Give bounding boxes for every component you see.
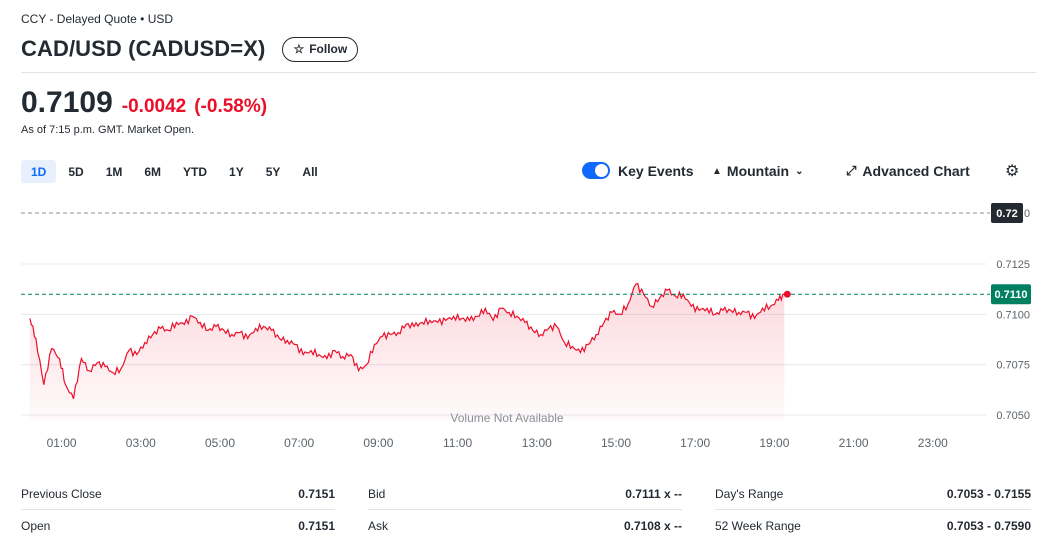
gear-icon[interactable]: ⚙: [1005, 163, 1020, 180]
stat-value: 0.7151: [298, 519, 335, 533]
page-title: CAD/USD (CADUSD=X): [21, 36, 266, 61]
price-change: -0.0042: [121, 96, 187, 117]
x-tick-label: 11:00: [443, 436, 472, 450]
range-tabs: 1D 5D 1M 6M YTD 1Y 5Y All: [21, 160, 330, 183]
chart-type-label: Mountain: [726, 163, 790, 179]
stat-divider: [21, 509, 335, 510]
x-tick-label: 03:00: [126, 436, 156, 450]
price-line: [29, 282, 785, 400]
advanced-chart-button[interactable]: ⤢ Advanced Chart: [846, 163, 970, 179]
x-tick-label: 09:00: [363, 436, 393, 450]
range-tab-1d[interactable]: 1D: [21, 160, 57, 183]
chevron-down-icon: ⌄: [795, 165, 804, 177]
toggle-switch: [582, 162, 610, 179]
stat-divider: [368, 509, 682, 510]
price-change-percent: (-0.58%): [194, 96, 268, 117]
stat-label: Bid: [368, 487, 386, 501]
y-tick-label: 0.7100: [996, 309, 1030, 321]
advanced-chart-label: Advanced Chart: [862, 163, 970, 179]
x-tick-label: 13:00: [522, 436, 552, 450]
range-tab-all[interactable]: All: [302, 164, 318, 179]
stat-value: 0.7151: [298, 487, 335, 501]
as-of-text: As of 7:15 p.m. GMT. Market Open.: [21, 124, 195, 136]
current-price-label: 0.7110: [994, 289, 1027, 301]
exchange-line: CCY - Delayed Quote • USD: [21, 12, 174, 26]
header-divider: [21, 72, 1036, 73]
current-price-badge: [991, 284, 1031, 305]
range-tab-5d[interactable]: 5D: [68, 164, 84, 179]
x-tick-label: 05:00: [205, 436, 235, 450]
x-tick-label: 01:00: [47, 436, 77, 450]
expand-arrow-icon: ⤢: [846, 163, 857, 178]
title-row: CAD/USD (CADUSD=X) ☆ Follow: [21, 36, 359, 62]
toggle-knob: [595, 164, 608, 177]
price-area: [29, 283, 785, 420]
y-tick-label: 0.7125: [996, 259, 1030, 271]
previous-close-badge: [991, 203, 1023, 223]
current-price-dot: [783, 290, 791, 298]
range-tab-6m[interactable]: 6M: [144, 164, 162, 179]
price-row: 0.7109 -0.0042 (-0.58%): [21, 86, 267, 120]
stat-label: 52 Week Range: [715, 519, 801, 533]
stat-label: Previous Close: [21, 487, 102, 501]
x-tick-label: 17:00: [680, 436, 710, 450]
stat-value: 0.7053 - 0.7590: [946, 519, 1031, 533]
range-tab-ytd[interactable]: YTD: [183, 164, 208, 179]
chart-type-dropdown[interactable]: ▲ Mountain ⌄: [712, 163, 804, 179]
previous-close-label: 0.72: [996, 208, 1017, 220]
y-tick-label: 0.7075: [996, 360, 1030, 372]
range-tab-1y[interactable]: 1Y: [229, 164, 244, 179]
volume-note: Volume Not Available: [450, 411, 564, 425]
mountain-icon: ▲: [712, 165, 722, 177]
x-tick-label: 07:00: [284, 436, 314, 450]
follow-button[interactable]: ☆ Follow: [282, 36, 359, 62]
x-tick-label: 23:00: [918, 436, 948, 450]
stat-label: Ask: [368, 519, 389, 533]
stat-label: Day's Range: [715, 487, 784, 501]
stat-value: 0.7111 x --: [625, 487, 682, 501]
y-tick-label: 0: [1024, 208, 1030, 220]
follow-label: Follow: [309, 42, 348, 56]
x-tick-label: 15:00: [601, 436, 631, 450]
key-events-label: Key Events: [618, 162, 694, 179]
stat-value: 0.7108 x --: [623, 519, 682, 533]
stat-value: 0.7053 - 0.7155: [946, 487, 1031, 501]
x-tick-label: 21:00: [839, 436, 869, 450]
y-tick-label: 0.7050: [996, 410, 1030, 422]
stat-divider: [715, 509, 1031, 510]
key-events-toggle[interactable]: Key Events: [582, 162, 693, 179]
range-tab-5y[interactable]: 5Y: [265, 164, 281, 179]
current-price: 0.7109: [21, 86, 113, 119]
stat-label: Open: [21, 519, 51, 533]
star-outline-icon: ☆: [293, 42, 305, 56]
x-tick-label: 19:00: [759, 436, 789, 450]
price-chart[interactable]: 0.7125 0.7100 0.7075 0.7050 01:00 03:00 05:00 0…: [0, 195, 1044, 460]
range-tab-1m[interactable]: 1M: [105, 164, 123, 179]
